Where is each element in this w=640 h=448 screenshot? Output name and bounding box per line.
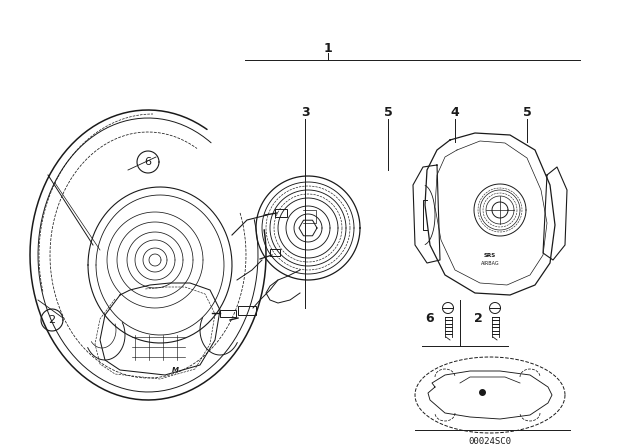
Text: SRS: SRS [484,253,496,258]
Text: 00024SC0: 00024SC0 [468,436,511,445]
Bar [270,249,280,256]
Text: 3: 3 [301,107,309,120]
Text: M: M [172,367,179,373]
Bar [238,306,256,315]
Text: 2: 2 [474,311,483,324]
Text: 5: 5 [383,107,392,120]
Text: 6: 6 [426,311,435,324]
Text: 2: 2 [49,315,56,325]
Bar [220,310,236,317]
Text: 4: 4 [451,107,460,120]
Text: 6: 6 [145,157,152,167]
Text: 1: 1 [324,42,332,55]
Bar [275,209,287,217]
Text: AIRBAG: AIRBAG [481,261,499,266]
Text: 5: 5 [523,107,531,120]
